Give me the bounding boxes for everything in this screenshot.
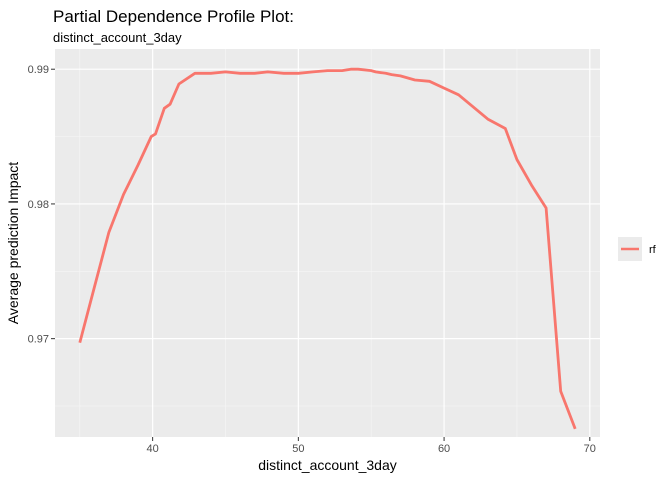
plot-panel: [55, 49, 600, 437]
x-tick-label: 70: [584, 443, 596, 455]
minor-gridlines: [55, 49, 600, 437]
series-layer: [78, 67, 577, 430]
y-tick-label: 0.99: [28, 64, 49, 76]
y-tick-label: 0.98: [28, 199, 49, 211]
x-axis-title: distinct_account_3day: [258, 457, 397, 473]
axis-ticks: [51, 68, 591, 441]
chart-subtitle: distinct_account_3day: [53, 30, 182, 45]
x-tick-label: 40: [147, 443, 159, 455]
legend-label-rf: rf: [649, 244, 657, 256]
legend: rf: [618, 237, 657, 261]
series-line-rf: [78, 67, 577, 430]
chart-title: Partial Dependence Profile Plot:: [53, 7, 294, 26]
y-axis-title: Average prediction Impact: [5, 162, 21, 324]
x-tick-label: 60: [438, 443, 450, 455]
y-tick-label: 0.97: [28, 334, 49, 346]
tick-labels: 40 50 60 70 0.97 0.98 0.99: [28, 64, 596, 455]
x-tick-label: 50: [292, 443, 304, 455]
